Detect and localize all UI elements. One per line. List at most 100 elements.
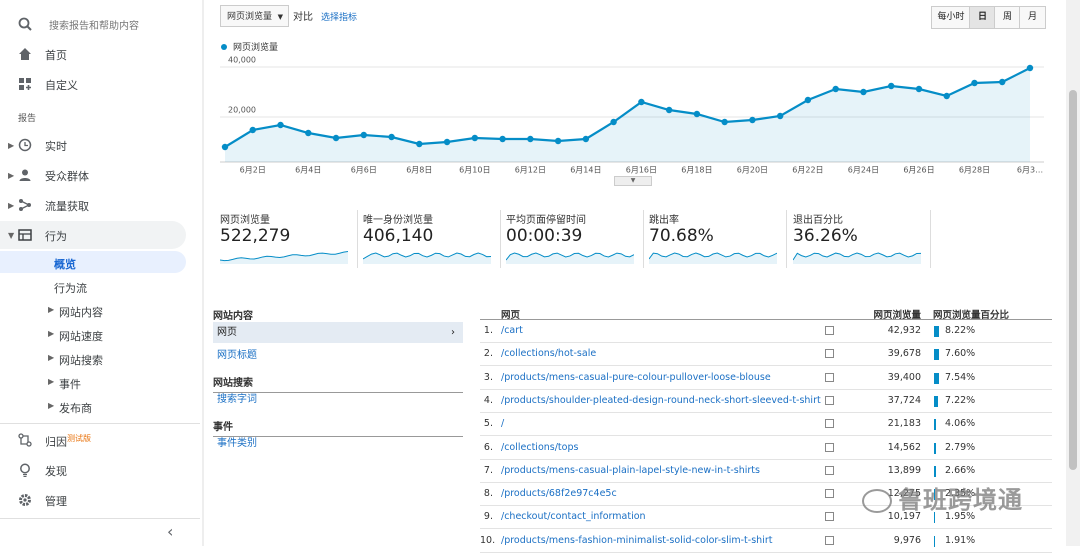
attribution-icon [18, 433, 32, 447]
scorecard-divider [500, 210, 501, 268]
table-row: 1. /cart 42,932 8.22% [480, 320, 1052, 343]
nav-item[interactable]: 自定义 [45, 79, 78, 92]
row-icon [825, 442, 834, 452]
row-rank: 7. [483, 464, 493, 476]
scorecard-label: 唯一身份浏览量 [363, 215, 433, 226]
nav-item[interactable]: 首页 [45, 49, 67, 62]
search-input[interactable]: 搜索报告和帮助内容 [49, 21, 139, 32]
collapse-button[interactable]: ‹ [167, 522, 174, 541]
row-rank: 6. [483, 441, 493, 453]
divider [0, 423, 200, 424]
x-tick-label: 6月2日 [240, 166, 266, 175]
nav-item[interactable]: 归因测试版 [45, 433, 91, 450]
caret: ▶ [48, 401, 55, 410]
scorecard-label: 退出百分比 [793, 215, 843, 226]
row-page[interactable]: /collections/hot-sale [501, 348, 597, 360]
subnav-item[interactable]: 行为流 [54, 282, 87, 295]
x-tick-label: 6月22日 [792, 166, 823, 175]
data-point [971, 79, 978, 87]
chart-collapse-handle[interactable]: ▼ [614, 176, 652, 186]
data-point [221, 143, 229, 151]
data-point [610, 118, 617, 126]
x-tick-label: 6月4日 [295, 166, 321, 175]
scorecard-label: 网页浏览量 [220, 215, 270, 226]
row-pct: 1.95% [945, 511, 976, 523]
row-page[interactable]: /products/mens-casual-plain-lapel-style-… [501, 464, 760, 476]
subnav-item[interactable]: 网站速度 [59, 330, 103, 343]
data-point [360, 131, 367, 139]
table-row: 8. /products/68f2e97c4e5c 12,275 2.35% [480, 483, 1052, 507]
admin-icon [19, 494, 31, 506]
data-point [332, 134, 340, 142]
row-views: 42,932 [887, 325, 921, 336]
row-rank: 1. [483, 325, 493, 336]
scorecard-divider [357, 210, 358, 268]
dimension-item[interactable]: 网页 › [213, 322, 463, 343]
sidebar-edge [202, 0, 204, 546]
subnav-item[interactable]: 概览 [54, 258, 76, 271]
caret: ▼ [8, 231, 15, 240]
behavior-icon [18, 229, 32, 241]
row-pct: 7.22% [945, 394, 976, 406]
search-icon [18, 17, 32, 31]
select-metric-link[interactable]: 选择指标 [321, 13, 358, 23]
nav-item[interactable]: 流量获取 [45, 200, 89, 213]
legend-label: 网页浏览量 [233, 41, 278, 53]
row-page[interactable]: /collections/tops [501, 441, 579, 453]
nav-item[interactable]: 受众群体 [45, 170, 89, 183]
sparkline [649, 252, 777, 264]
pct-bar [934, 489, 936, 501]
dimension-item[interactable]: 事件类别 [217, 438, 257, 449]
legend-marker [221, 44, 227, 50]
table-row: 9. /checkout/contact_information 10,197 1.9… [480, 506, 1052, 530]
nav-item[interactable]: 发现 [45, 465, 67, 478]
row-views: 21,183 [887, 418, 921, 430]
scorecard-label: 跳出率 [649, 215, 679, 226]
row-page[interactable]: / [501, 418, 505, 430]
data-point [776, 112, 784, 120]
table-row: 4. /products/shoulder-pleated-design-roun… [480, 390, 1052, 413]
subnav-item[interactable]: 网站内容 [59, 306, 103, 319]
sidebar: 搜索报告和帮助内容 首页 自定义 报告 ▶ 实时 ▶ 受众群体 ▶ 流量获取 ▼… [0, 0, 200, 546]
arrow: › [451, 327, 455, 338]
row-rank: 5. [483, 418, 493, 430]
row-page[interactable]: /checkout/contact_information [501, 511, 646, 523]
nav-item[interactable]: 实时 [45, 140, 67, 153]
subnav-item[interactable]: 网站搜索 [59, 354, 103, 367]
sparkline [506, 252, 634, 264]
subnav-item[interactable]: 事件 [59, 378, 81, 391]
row-pct: 7.54% [945, 371, 976, 383]
row-page[interactable]: /products/68f2e97c4e5c [501, 488, 617, 500]
data-point [416, 140, 423, 148]
dimension-group-title: 网站搜索 [213, 374, 463, 393]
pct-bar [934, 395, 939, 407]
subnav-item[interactable]: 发布商 [59, 402, 92, 415]
row-pct: 4.06% [945, 418, 976, 430]
data-point [443, 138, 451, 146]
row-page[interactable]: /products/mens-casual-pure-colour-pullov… [501, 371, 771, 383]
granularity-button[interactable]: 每小时 [931, 6, 971, 29]
column-header: 网页 [501, 310, 521, 321]
metric-select-label: 网页浏览量 [227, 12, 273, 22]
data-point [721, 118, 728, 126]
line [224, 67, 1031, 148]
caret: ▶ [48, 305, 55, 314]
dimension-item[interactable]: 搜索字词 [217, 394, 257, 405]
caret: ▶ [48, 329, 55, 338]
nav-item[interactable]: 行为 [45, 230, 67, 243]
row-icon [825, 349, 834, 359]
row-page[interactable]: /products/mens-fashion-minimalist-solid-… [501, 534, 773, 546]
metric-select[interactable]: 网页浏览量 ▼ [220, 5, 289, 27]
row-icon [825, 465, 834, 475]
granularity-button[interactable]: 月 [1019, 6, 1046, 29]
data-point [749, 116, 756, 124]
nav-item[interactable]: 管理 [45, 495, 67, 508]
row-page[interactable]: /products/shoulder-pleated-design-round-… [501, 394, 821, 406]
row-page[interactable]: /cart [501, 325, 523, 336]
table-row: 2. /collections/hot-sale 39,678 7.60% [480, 343, 1052, 367]
x-tick-label: 6月28日 [959, 166, 990, 175]
table-row: 10. /products/mens-fashion-minimalist-sol… [480, 530, 1052, 553]
dimension-item[interactable]: 网页标题 [217, 350, 257, 361]
caret: ▶ [8, 171, 15, 180]
row-pct: 2.35% [945, 488, 976, 500]
